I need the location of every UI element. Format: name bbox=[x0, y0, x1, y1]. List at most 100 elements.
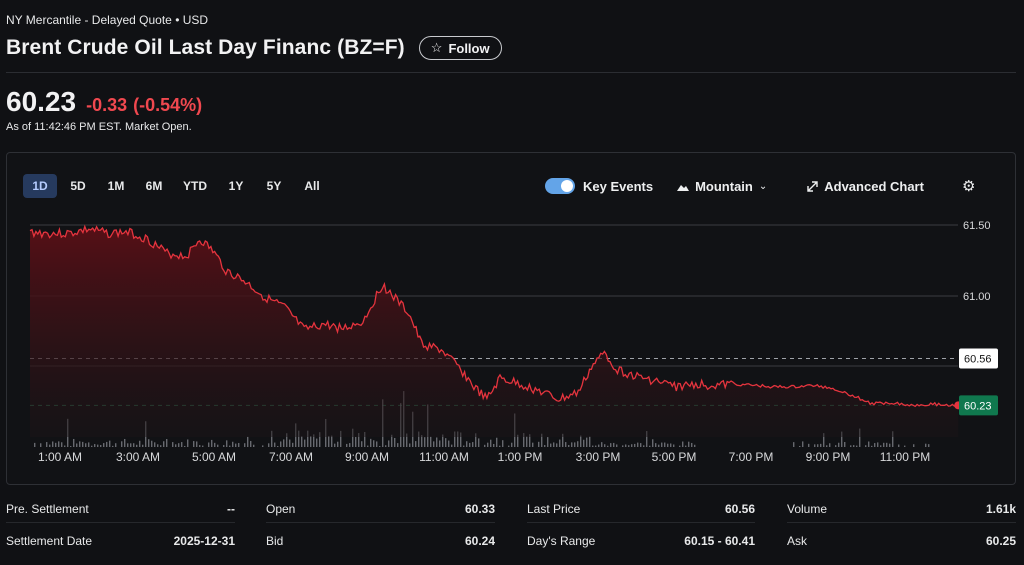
volume-bar bbox=[208, 442, 210, 447]
chart-type-dropdown[interactable]: Mountain ⌄ bbox=[677, 179, 767, 194]
reference-badge bbox=[959, 348, 998, 369]
volume-bar bbox=[244, 443, 246, 447]
volume-bar bbox=[289, 439, 291, 447]
stat-divider bbox=[787, 522, 1016, 523]
volume-bar bbox=[577, 441, 579, 447]
stat-label: Bid bbox=[266, 534, 284, 548]
volume-bar bbox=[637, 442, 639, 447]
volume-bar bbox=[430, 436, 432, 447]
volume-bar bbox=[532, 442, 534, 447]
volume-bar bbox=[304, 439, 306, 447]
volume-bar bbox=[352, 428, 354, 447]
follow-button[interactable]: ☆ Follow bbox=[418, 36, 502, 60]
gear-icon[interactable]: ⚙ bbox=[961, 178, 976, 195]
volume-bar bbox=[622, 445, 624, 447]
range-1d[interactable]: 1D bbox=[23, 174, 57, 198]
volume-bar bbox=[502, 440, 504, 447]
volume-bar bbox=[685, 445, 687, 447]
volume-bar bbox=[34, 442, 36, 447]
reference-label: 60.56 bbox=[964, 353, 992, 365]
volume-bar bbox=[301, 436, 303, 447]
range-1m[interactable]: 1M bbox=[107, 179, 125, 193]
volume-bar bbox=[913, 444, 915, 447]
volume-bar bbox=[478, 438, 480, 447]
volume-bar bbox=[436, 437, 438, 447]
key-events-toggle[interactable] bbox=[545, 178, 575, 194]
range-ytd[interactable]: YTD bbox=[183, 179, 207, 193]
volume-bar bbox=[184, 445, 186, 447]
volume-bar bbox=[106, 441, 108, 447]
stat-label: Last Price bbox=[527, 502, 581, 516]
volume-bar bbox=[925, 443, 927, 447]
range-1y[interactable]: 1Y bbox=[228, 179, 244, 193]
price-line bbox=[29, 224, 959, 408]
volume-bar bbox=[310, 436, 312, 447]
volume-bar bbox=[385, 445, 387, 447]
volume-bar bbox=[601, 442, 603, 447]
volume-bar bbox=[136, 444, 138, 447]
volume-bar bbox=[187, 439, 189, 447]
volume-bar bbox=[91, 445, 93, 447]
volume-bar bbox=[163, 441, 165, 447]
volume-bar bbox=[58, 441, 60, 447]
volume-bar bbox=[799, 445, 801, 447]
volume-bar bbox=[457, 431, 459, 447]
volume-bar bbox=[181, 442, 183, 447]
current-price: 60.23 bbox=[6, 86, 77, 117]
range-5d[interactable]: 5D bbox=[70, 179, 86, 193]
volume-bar bbox=[154, 442, 156, 447]
chart-type-label: Mountain bbox=[695, 178, 753, 194]
volume-bar bbox=[292, 442, 294, 447]
volume-bar bbox=[88, 442, 90, 447]
volume-bar bbox=[484, 444, 486, 447]
range-all[interactable]: All bbox=[304, 179, 320, 193]
key-events-label[interactable]: Key Events bbox=[583, 178, 654, 194]
volume-bar bbox=[358, 433, 360, 447]
volume-bar bbox=[379, 445, 381, 447]
range-6m[interactable]: 6M bbox=[145, 179, 163, 193]
title-row: Brent Crude Oil Last Day Financ (BZ=F) ☆… bbox=[6, 36, 502, 60]
volume-bar bbox=[64, 445, 66, 447]
stat-day-s-range: Day's Range 60.15 - 60.41 bbox=[527, 532, 755, 550]
volume-bar bbox=[124, 438, 126, 447]
volume-bar bbox=[172, 442, 174, 447]
stat-volume: Volume 1.61k bbox=[787, 500, 1016, 518]
chart-toolbar: Key Events Mountain ⌄ Advanced Chart ⚙ bbox=[545, 177, 975, 195]
volume-bar bbox=[793, 442, 795, 447]
price-row: 60.23 -0.33 (-0.54%) bbox=[6, 86, 202, 118]
advanced-chart-button[interactable]: Advanced Chart bbox=[807, 179, 924, 194]
volume-bar bbox=[493, 443, 495, 447]
volume-bar bbox=[139, 440, 141, 447]
volume-bar bbox=[883, 442, 885, 447]
volume-bar bbox=[130, 443, 132, 447]
volume-bar bbox=[319, 432, 321, 447]
x-tick-label: 5:00 PM bbox=[652, 450, 697, 464]
volume-bar bbox=[574, 442, 576, 447]
volume-bar bbox=[454, 431, 456, 447]
volume-bar bbox=[55, 442, 57, 447]
volume-bar bbox=[409, 443, 411, 447]
volume-bar bbox=[625, 444, 627, 447]
volume-bar bbox=[586, 437, 588, 447]
volume-bar bbox=[73, 438, 75, 447]
volume-bar bbox=[226, 440, 228, 447]
volume-bar bbox=[511, 442, 513, 447]
volume-bar bbox=[262, 445, 264, 447]
volume-bar bbox=[568, 444, 570, 447]
quote-timestamp: As of 11:42:46 PM EST. Market Open. bbox=[6, 121, 192, 133]
volume-bar bbox=[277, 445, 279, 447]
volume-bar bbox=[370, 438, 372, 447]
advanced-chart-label: Advanced Chart bbox=[824, 178, 924, 194]
volume-bar bbox=[463, 445, 465, 447]
volume-bar bbox=[820, 443, 822, 447]
range-5y[interactable]: 5Y bbox=[266, 179, 282, 193]
volume-bar bbox=[112, 445, 114, 447]
volume-bar bbox=[397, 443, 399, 447]
volume-bar bbox=[469, 442, 471, 447]
volume-bar bbox=[307, 430, 309, 447]
volume-bar bbox=[892, 431, 894, 447]
volume-bar bbox=[439, 440, 441, 447]
volume-bar bbox=[841, 431, 843, 447]
stat-label: Settlement Date bbox=[6, 534, 93, 548]
volume-bar bbox=[490, 439, 492, 447]
